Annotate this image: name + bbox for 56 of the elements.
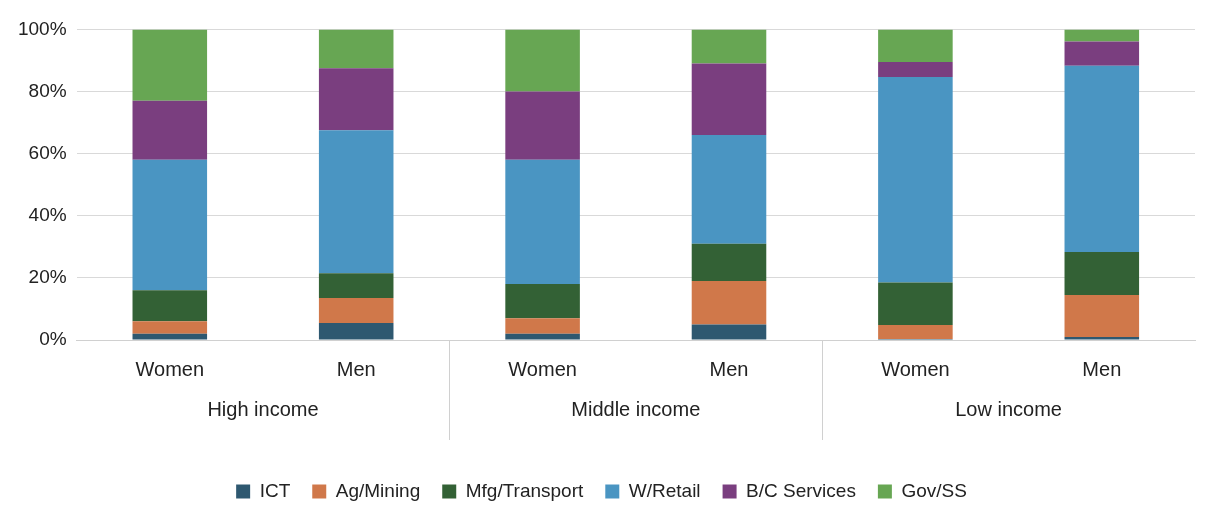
legend-label: Gov/SS: [901, 479, 967, 501]
bar: [132, 29, 208, 101]
bar: [132, 100, 208, 160]
bar: [318, 68, 394, 131]
bar: [505, 318, 580, 334]
bar: [691, 324, 767, 340]
bar: [132, 159, 208, 291]
bar: [318, 130, 394, 274]
bar: [132, 321, 208, 334]
bar: [1064, 252, 1140, 295]
x-tick-label: Women: [508, 357, 577, 380]
bar: [1064, 41, 1140, 66]
x-tick-label: Men: [336, 357, 376, 380]
y-tick-label: 60%: [28, 141, 67, 163]
bar: [1064, 336, 1140, 340]
y-tick-label: 0%: [39, 328, 67, 350]
legend-label: Ag/Mining: [335, 479, 421, 501]
bar: [505, 333, 580, 340]
legend-label: ICT: [259, 479, 291, 501]
bar: [505, 91, 580, 160]
y-tick-label: 100%: [17, 17, 67, 39]
bar: [691, 63, 767, 135]
text: Middle income: [571, 397, 701, 420]
bar: [878, 29, 953, 63]
bar: [318, 273, 394, 299]
bar: [505, 284, 580, 319]
bar: [691, 135, 767, 244]
text: Low income: [955, 397, 1062, 420]
bar: [691, 29, 767, 64]
text: High income: [207, 397, 319, 420]
bar: [878, 282, 953, 326]
bar: [132, 290, 208, 322]
bar: [691, 280, 767, 325]
bar: [878, 62, 953, 77]
y-tick-label: 80%: [28, 79, 67, 101]
x-tick-label: Women: [135, 357, 205, 380]
x-tick-label: Women: [881, 357, 950, 380]
bar: [878, 76, 953, 283]
bar: [318, 29, 394, 69]
bar: [1064, 294, 1140, 337]
x-tick-label: Men: [709, 357, 749, 380]
legend-label: B/C Services: [746, 479, 856, 501]
y-tick-label: 40%: [28, 203, 67, 225]
bar: [691, 243, 767, 281]
bar: [505, 29, 580, 92]
legend-label: W/Retail: [628, 479, 701, 501]
x-tick-label: Men: [1082, 357, 1122, 380]
bar: [505, 159, 580, 285]
y-tick-label: 20%: [28, 266, 67, 288]
bar: [1064, 65, 1140, 253]
bar: [318, 298, 394, 323]
legend-label: Mfg/Transport: [465, 479, 585, 501]
bar: [878, 325, 953, 340]
bar: [318, 322, 394, 340]
bar: [132, 333, 208, 340]
bar: [1064, 29, 1140, 42]
